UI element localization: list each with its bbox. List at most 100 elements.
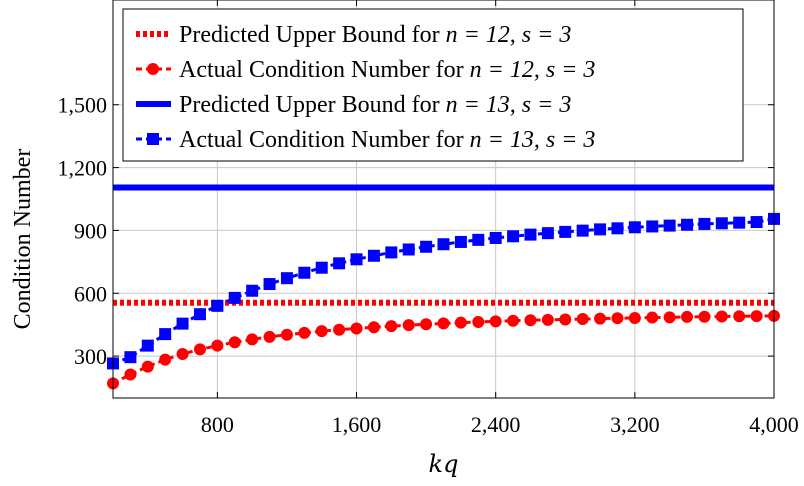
y-tick-label: 300 <box>74 344 107 369</box>
data-point <box>159 328 172 341</box>
data-point <box>402 243 415 256</box>
data-point <box>367 249 380 262</box>
data-point <box>176 348 189 361</box>
data-point <box>715 310 728 323</box>
legend-label: Actual Condition Number for n = 12, s = … <box>179 57 595 83</box>
data-point <box>315 261 328 274</box>
legend-label-text: Predicted Upper Bound for <box>179 22 446 48</box>
series-4 <box>107 212 780 370</box>
data-point <box>211 299 224 312</box>
x-tick-label: 800 <box>201 412 234 437</box>
axes: 800 1,600 2,400 3,200 4,000 300 600 900 1,200 1,5… <box>58 0 799 437</box>
legend-label-math: n = 12, s = 3 <box>446 22 572 48</box>
legend-label: Actual Condition Number for n = 13, s = … <box>179 127 595 153</box>
data-point <box>698 217 711 230</box>
data-point <box>350 253 363 266</box>
data-point <box>576 224 589 237</box>
data-point <box>541 313 554 326</box>
y-axis-title: Condition Number <box>10 149 36 330</box>
x-tick-label: 4,000 <box>749 412 799 437</box>
data-point <box>211 339 224 352</box>
legend-swatch-marker <box>147 63 159 75</box>
data-point <box>298 326 311 339</box>
data-point <box>420 318 433 331</box>
data-point <box>750 216 763 229</box>
data-point <box>228 291 241 304</box>
data-point <box>559 225 572 238</box>
data-point <box>280 272 293 285</box>
data-point <box>594 223 607 236</box>
data-point <box>298 266 311 279</box>
data-point <box>263 330 276 343</box>
data-point <box>333 257 346 270</box>
data-point <box>559 313 572 326</box>
data-point <box>193 343 206 356</box>
data-point <box>385 320 398 333</box>
legend-label-text: Actual Condition Number for <box>179 127 470 153</box>
data-point <box>437 238 450 251</box>
data-point <box>141 339 154 352</box>
data-point <box>350 322 363 335</box>
x-tick-label: 2,400 <box>471 412 521 437</box>
data-point <box>280 328 293 341</box>
data-point <box>663 311 676 324</box>
data-point <box>681 218 694 231</box>
series-layer <box>107 184 780 390</box>
data-point <box>454 316 467 329</box>
data-point <box>663 219 676 232</box>
data-point <box>385 246 398 259</box>
data-point <box>124 351 137 364</box>
data-point <box>489 315 502 328</box>
data-point <box>176 317 189 330</box>
data-point <box>159 353 172 366</box>
data-point <box>472 233 485 246</box>
x-tick-label: 3,200 <box>610 412 660 437</box>
data-point <box>124 368 137 381</box>
data-point <box>524 228 537 241</box>
y-tick-label: 600 <box>74 281 107 306</box>
data-point <box>402 319 415 332</box>
data-point <box>507 230 520 243</box>
y-tick-label: 900 <box>74 218 107 243</box>
legend-label: Predicted Upper Bound for n = 13, s = 3 <box>179 92 571 118</box>
legend-entry: Actual Condition Number for n = 12, s = … <box>136 57 595 83</box>
legend-box <box>122 8 744 162</box>
y-tick-label: 1,500 <box>58 93 108 118</box>
data-point <box>611 222 624 235</box>
legend-label-math: n = 13, s = 3 <box>470 127 596 153</box>
y-tick-label: 1,200 <box>58 156 108 181</box>
x-axis-title: kq <box>429 450 459 478</box>
legend: Predicted Upper Bound for n = 12, s = 3A… <box>122 8 744 162</box>
data-point <box>507 314 520 327</box>
legend-entry: Predicted Upper Bound for n = 13, s = 3 <box>136 92 571 118</box>
data-point <box>594 312 607 325</box>
data-point <box>524 314 537 327</box>
data-point <box>333 323 346 336</box>
data-point <box>367 321 380 334</box>
x-tick-label: 1,600 <box>332 412 382 437</box>
data-point <box>263 278 276 291</box>
legend-label-math: n = 13, s = 3 <box>446 92 572 118</box>
data-point <box>733 216 746 229</box>
data-point <box>246 333 259 346</box>
data-point <box>681 310 694 323</box>
data-point <box>698 310 711 323</box>
data-point <box>315 325 328 338</box>
data-point <box>750 310 763 323</box>
data-point <box>454 235 467 248</box>
legend-label-text: Predicted Upper Bound for <box>179 92 446 118</box>
data-point <box>715 217 728 230</box>
data-point <box>228 336 241 349</box>
data-point <box>541 227 554 240</box>
data-point <box>733 310 746 323</box>
legend-label-math: n = 12, s = 3 <box>470 57 596 83</box>
legend-swatch-marker <box>147 133 159 145</box>
data-point <box>472 315 485 328</box>
data-point <box>628 221 641 234</box>
data-point <box>437 317 450 330</box>
series-2 <box>107 309 780 390</box>
data-point <box>246 284 259 297</box>
data-point <box>420 240 433 253</box>
legend-entry: Predicted Upper Bound for n = 12, s = 3 <box>136 22 571 48</box>
